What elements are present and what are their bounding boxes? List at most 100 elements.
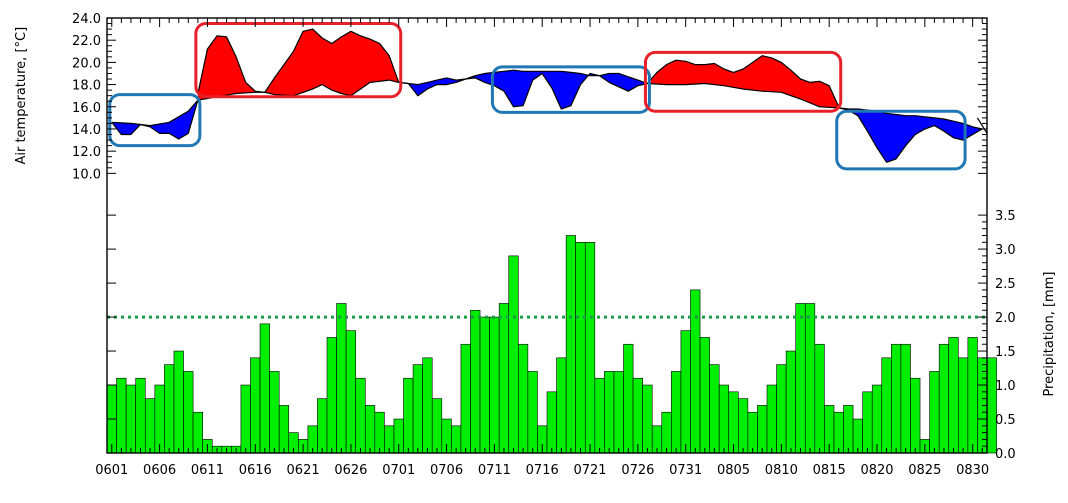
precip-bar-81: [871, 384, 883, 454]
precip-bar-74: [804, 303, 816, 454]
temperature-tick-label: 14.0: [72, 123, 101, 138]
temperature-tick-label: 12.0: [72, 145, 101, 160]
x-tick-label: 0611: [191, 463, 224, 478]
precip-bar-60: [671, 371, 682, 454]
precipitation-tick-label: 3.0: [995, 243, 1016, 258]
precip-bar-50: [575, 242, 586, 454]
precip-bar-83: [891, 343, 902, 454]
temperature-line-7: [646, 55, 840, 108]
precipitation-tick-label: 0.0: [995, 447, 1016, 462]
highlight-frame-cool-5: [835, 109, 967, 171]
precip-bar-34: [422, 357, 433, 454]
precipitation-tick-label: 1.5: [995, 345, 1016, 360]
precip-bar-42: [498, 303, 510, 454]
precip-bar-62: [690, 289, 701, 454]
highlight-frames: [108, 22, 967, 171]
tick-labels: 0601 0606 0611 0616 0621 0626 0701 0706 0711 0716…: [72, 12, 1016, 478]
precip-bar-16: [250, 357, 261, 454]
temperature-lines: [111, 28, 988, 163]
precip-bar-8: [173, 350, 184, 454]
temperature-line-8: [647, 82, 839, 109]
x-tick-label: 0830: [956, 463, 989, 478]
precip-bar-68: [747, 411, 758, 454]
x-tick-label: 0601: [95, 463, 128, 478]
precip-bar-48: [556, 357, 567, 454]
x-tick-label: 0726: [621, 463, 654, 478]
precip-bar-69: [757, 405, 768, 454]
precip-bar-17: [259, 323, 270, 454]
precip-bar-51: [584, 242, 596, 454]
temperature-line-2: [111, 99, 199, 140]
precip-bar-32: [403, 377, 414, 454]
y-axis-label-right: Precipitation, [mm]: [1042, 272, 1057, 397]
temperature-line-9: [838, 107, 983, 130]
x-tick-label: 0810: [765, 463, 798, 478]
temperature-line-10: [838, 107, 983, 163]
precip-bar-67: [737, 398, 749, 454]
precip-bar-71: [776, 364, 787, 454]
precip-bar-52: [594, 377, 605, 454]
precip-bar-3: [125, 384, 136, 454]
precip-bar-61: [680, 330, 691, 454]
x-tick-label: 0805: [717, 463, 750, 478]
precip-bar-64: [709, 364, 720, 454]
precipitation-tick-label: 0.5: [995, 413, 1016, 428]
temperature-line-3: [197, 28, 400, 94]
precip-bar-40: [479, 316, 490, 454]
precip-bar-44: [517, 343, 529, 454]
precip-bar-84: [900, 343, 911, 454]
highlight-frame-cool-1: [108, 93, 202, 148]
precip-bar-29: [374, 411, 385, 454]
precip-bar-82: [881, 357, 892, 454]
x-tick-label: 0825: [908, 463, 941, 478]
precip-bar-53: [604, 371, 615, 454]
x-tick-label: 0721: [573, 463, 606, 478]
precip-bar-38: [460, 343, 471, 454]
precip-bar-57: [642, 384, 653, 454]
x-tick-label: 0706: [430, 463, 463, 478]
precip-bar-33: [412, 364, 423, 454]
precip-bar-15: [240, 384, 251, 454]
temperature-band-cool-1: [111, 100, 198, 139]
x-tick-label: 0701: [382, 463, 415, 478]
precipitation-tick-label: 3.5: [995, 209, 1016, 224]
x-tick-label: 0716: [526, 463, 559, 478]
precip-bar-75: [814, 343, 825, 454]
precip-bar-23: [317, 398, 328, 454]
temperature-line-4: [197, 79, 399, 101]
temperature-band-cool-3: [398, 70, 648, 109]
precipitation-tick-label: 2.5: [995, 277, 1016, 292]
temperature-line-1: [111, 99, 199, 127]
x-tick-label: 0815: [813, 463, 846, 478]
precip-bar-6: [154, 384, 165, 454]
temperature-tick-label: 20.0: [72, 56, 101, 71]
precip-bar-55: [623, 343, 634, 454]
precip-bar-90: [957, 357, 969, 454]
precip-bar-72: [785, 350, 797, 454]
precip-bar-78: [843, 405, 854, 454]
precip-bar-10: [192, 411, 203, 454]
temperature-line-6: [398, 72, 648, 110]
temperature-tick-label: 18.0: [72, 79, 101, 94]
precip-bar-65: [718, 384, 730, 454]
precip-bar-19: [278, 405, 290, 454]
temperature-line-tail: [976, 117, 988, 134]
precip-bar-87: [929, 371, 940, 454]
temperature-band-warm-4: [647, 55, 839, 108]
precip-bar-66: [728, 391, 739, 454]
temperature-band-warm-2: [197, 29, 399, 101]
x-tick-label: 0820: [860, 463, 893, 478]
precip-bar-43: [508, 255, 519, 454]
precip-bar-4: [135, 377, 146, 454]
precipitation-tick-label: 2.0: [995, 311, 1016, 326]
precip-bar-39: [470, 309, 481, 454]
precip-bar-27: [355, 377, 366, 454]
precip-bar-49: [565, 235, 577, 454]
precip-bar-28: [364, 405, 376, 454]
precip-bar-54: [613, 371, 624, 454]
axis-ticks: [107, 17, 987, 454]
precip-bar-41: [489, 316, 500, 454]
precip-bar-2: [116, 377, 127, 454]
precip-bar-45: [527, 371, 538, 454]
